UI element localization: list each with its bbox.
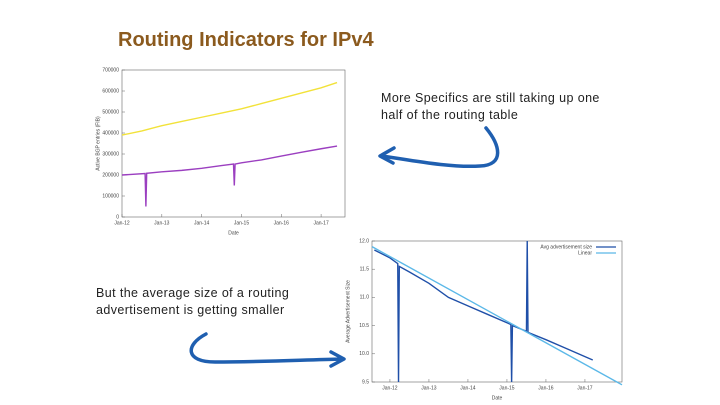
y-tick-label: 300000: [102, 151, 119, 157]
x-tick-label: Jan-14: [460, 385, 476, 391]
note-line: advertisement is getting smaller: [96, 303, 285, 317]
legend-label: Linear: [578, 250, 592, 256]
x-tick-label: Jan-15: [499, 385, 515, 391]
y-tick-label: 10.5: [359, 323, 369, 329]
x-axis-label: Date: [228, 230, 239, 236]
x-tick-label: Jan-17: [313, 220, 329, 226]
y-tick-label: 500000: [102, 109, 119, 115]
x-tick-label: Jan-12: [382, 385, 398, 391]
arrow: [189, 332, 345, 364]
y-tick-label: 11.5: [360, 267, 370, 273]
legend-label: Avg advertisement size: [540, 244, 592, 250]
x-tick-label: Jan-14: [194, 220, 210, 226]
y-tick-label: 600000: [102, 88, 119, 94]
arrow-head: [329, 350, 346, 368]
series-line: [121, 145, 338, 207]
y-axis-label: Average Advertisement Size: [345, 280, 351, 343]
y-tick-label: 0: [116, 214, 119, 220]
x-tick-label: Jan-16: [538, 385, 554, 391]
y-tick-label: 12.0: [359, 238, 369, 244]
plot-frame: [371, 240, 623, 383]
slide-title: Routing Indicators for IPv4: [118, 29, 374, 51]
y-tick-label: 700000: [102, 67, 119, 73]
note-line: More Specifics are still taking up one: [381, 91, 600, 105]
x-tick-label: Jan-16: [274, 220, 290, 226]
y-tick-label: 11.0: [360, 295, 370, 301]
series-line: [374, 240, 594, 383]
series-line: [121, 81, 338, 136]
y-tick-label: 200000: [102, 172, 119, 178]
series-line: [371, 246, 623, 386]
y-tick-label: 10.0: [359, 351, 369, 357]
y-tick-label: 100000: [102, 193, 119, 199]
note-line: half of the routing table: [381, 108, 518, 122]
x-tick-label: Jan-17: [577, 385, 593, 391]
x-tick-label: Jan-15: [234, 220, 250, 226]
y-tick-label: 400000: [102, 130, 119, 136]
y-tick-label: 9.5: [362, 379, 369, 385]
arrow-head: [378, 146, 396, 165]
x-tick-label: Jan-13: [421, 385, 437, 391]
note-line: But the average size of a routing: [96, 286, 289, 300]
plot-frame: [121, 69, 346, 218]
x-tick-label: Jan-12: [114, 220, 130, 226]
arrow: [380, 126, 500, 169]
x-tick-label: Jan-13: [154, 220, 170, 226]
y-axis-label: Active BGP entries (FIB): [95, 116, 101, 171]
x-axis-label: Date: [492, 395, 503, 401]
